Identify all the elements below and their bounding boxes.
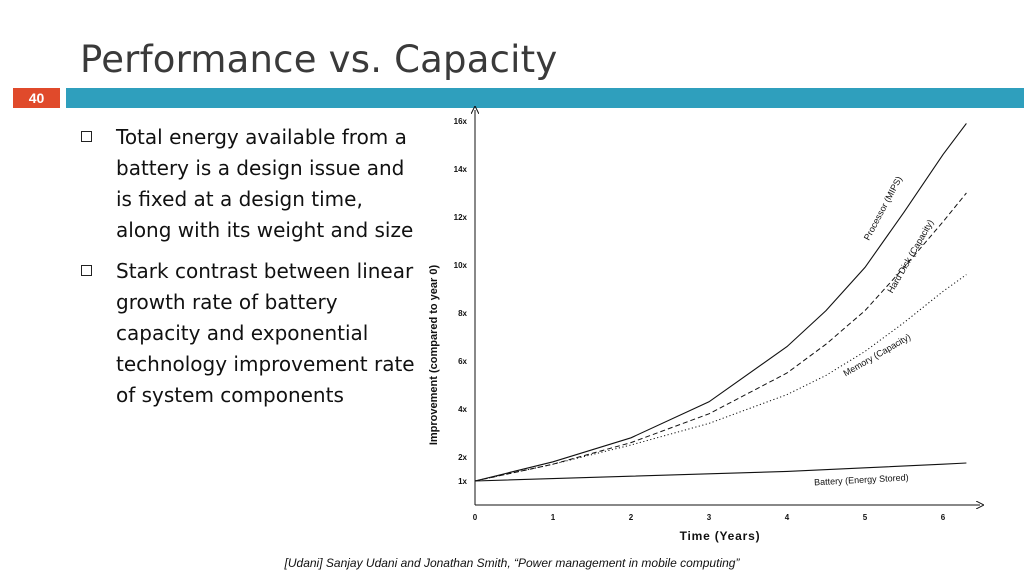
x-tick-label: 0 <box>473 513 478 522</box>
series-label: Processor (MIPS) <box>862 175 904 242</box>
x-tick-label: 4 <box>785 513 790 522</box>
x-tick-label: 6 <box>941 513 946 522</box>
series-label: Battery (Energy Stored) <box>814 472 909 487</box>
x-tick-label: 2 <box>629 513 634 522</box>
x-tick-label: 1 <box>551 513 556 522</box>
slide-number: 40 <box>13 88 60 108</box>
series-label: Memory (Capacity) <box>842 332 913 379</box>
y-tick-label: 6x <box>458 357 467 366</box>
square-bullet-icon <box>81 265 92 276</box>
citation: [Udani] Sanjay Udani and Jonathan Smith,… <box>284 556 740 570</box>
x-axis-label: Time (Years) <box>680 529 761 543</box>
bullet-item: Stark contrast between linear growth rat… <box>80 256 415 411</box>
series-label: Hard Disk (Capacity) <box>885 218 935 295</box>
improvement-chart: 0 1 2 3 4 5 6 1x 2x 4x 6x 8x 10x 12x 14x 16x Processor … <box>428 100 1000 543</box>
y-tick-label: 10x <box>454 261 468 270</box>
y-tick-label: 8x <box>458 309 467 318</box>
series-line <box>474 462 967 482</box>
x-tick-label: 3 <box>707 513 712 522</box>
y-tick-label: 12x <box>454 213 468 222</box>
bullet-item: Total energy available from a battery is… <box>80 122 415 246</box>
y-tick-label: 1x <box>458 477 467 486</box>
x-tick-label: 5 <box>863 513 868 522</box>
bullet-text: Stark contrast between linear growth rat… <box>116 259 415 407</box>
series-line <box>474 274 967 482</box>
series-line <box>474 192 967 482</box>
bullet-text: Total energy available from a battery is… <box>116 125 414 242</box>
y-axis-label: Improvement (compared to year 0) <box>428 265 440 446</box>
y-tick-label: 16x <box>454 117 468 126</box>
y-tick-label: 4x <box>458 405 467 414</box>
accent-bar <box>66 88 1024 108</box>
square-bullet-icon <box>81 131 92 142</box>
bullet-list: Total energy available from a battery is… <box>80 122 415 421</box>
y-tick-label: 2x <box>458 453 467 462</box>
series-line <box>474 123 967 482</box>
slide-title: Performance vs. Capacity <box>80 38 558 81</box>
y-tick-label: 14x <box>454 165 468 174</box>
